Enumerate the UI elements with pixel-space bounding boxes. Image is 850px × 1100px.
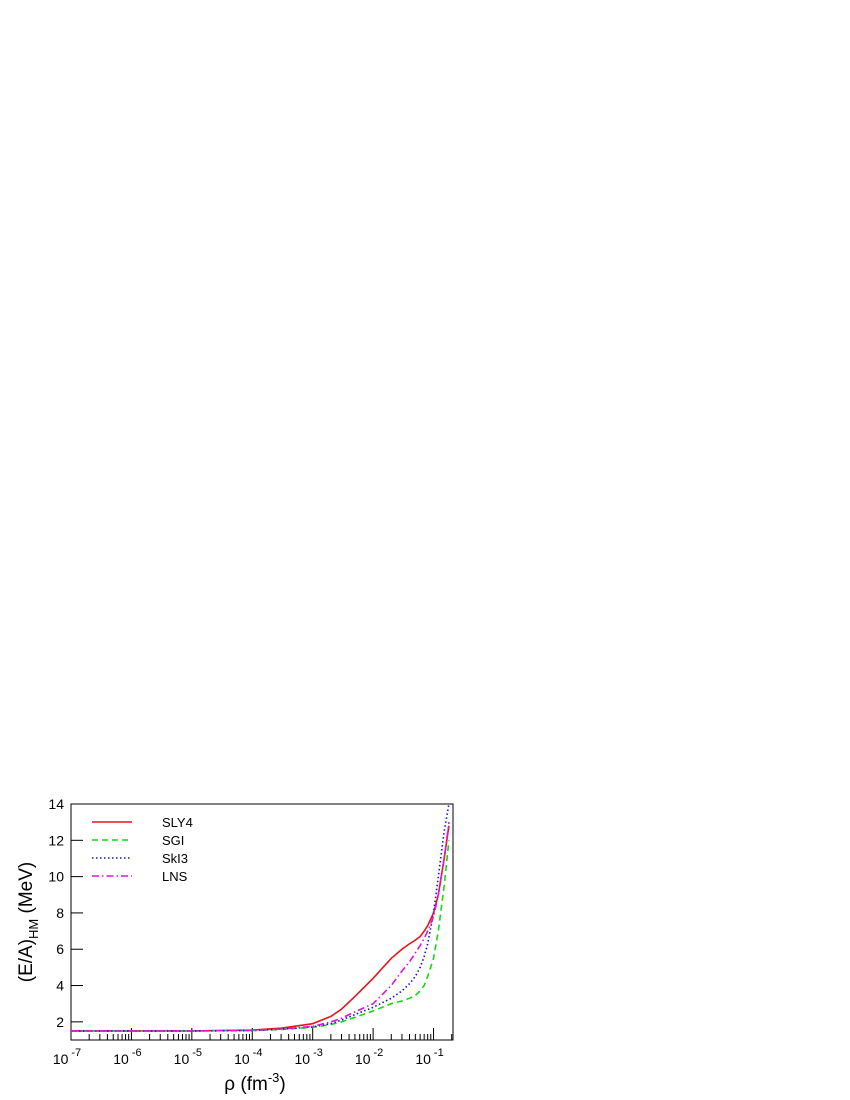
legend-label: SGI [162,833,184,848]
x-axis-label: ρ (fm-3) [224,1070,285,1095]
legend-label: SkI3 [162,851,188,866]
y-tick-label: 6 [56,941,64,957]
x-tick-base: 10 [174,1051,190,1067]
plot-frame [70,803,454,1041]
legend-label: LNS [162,869,188,884]
x-tick-label: 10 -2 [355,1047,383,1067]
x-tick-base: 10 [53,1051,69,1067]
x-tick-base: 10 [415,1051,431,1067]
x-tick-base: 10 [113,1051,129,1067]
x-label-end: ) [279,1074,285,1095]
y-tick-label: 12 [48,832,64,848]
x-tick-exp: -4 [253,1047,263,1059]
series-line [71,822,450,1032]
x-tick-label: 10 -6 [113,1047,141,1067]
x-tick-label: 10 -7 [53,1047,81,1067]
x-label-main: ρ (fm [224,1074,268,1095]
x-tick-base: 10 [355,1051,371,1067]
y-axis-label: (E/A)HM (MeV) [16,862,41,983]
x-tick-label: 10 -4 [234,1047,262,1067]
series-line [71,803,450,1032]
x-tick-exp: -6 [132,1047,142,1059]
x-tick-label: 10 -1 [415,1047,443,1067]
x-tick-exp: -7 [71,1047,81,1059]
y-label-sub: HM [26,919,41,939]
y-label-main: (E/A) [16,939,37,982]
y-label-end: (MeV) [16,862,37,919]
x-tick-label: 10 -3 [295,1047,323,1067]
x-tick-exp: -3 [313,1047,323,1059]
x-tick-exp: -5 [192,1047,202,1059]
x-tick-base: 10 [234,1051,250,1067]
legend-label: SLY4 [162,815,193,830]
x-tick-exp: -1 [434,1047,444,1059]
y-tick-label: 8 [56,905,64,921]
x-tick-label: 10 -5 [174,1047,202,1067]
y-tick-label: 2 [56,1014,64,1030]
y-tick-label: 10 [48,869,64,885]
x-tick-base: 10 [295,1051,311,1067]
x-label-sup: -3 [268,1070,280,1085]
y-tick-label: 14 [48,796,64,812]
series-line [71,825,450,1032]
y-tick-label: 4 [56,978,64,994]
series-line [71,840,450,1032]
x-tick-exp: -2 [374,1047,384,1059]
